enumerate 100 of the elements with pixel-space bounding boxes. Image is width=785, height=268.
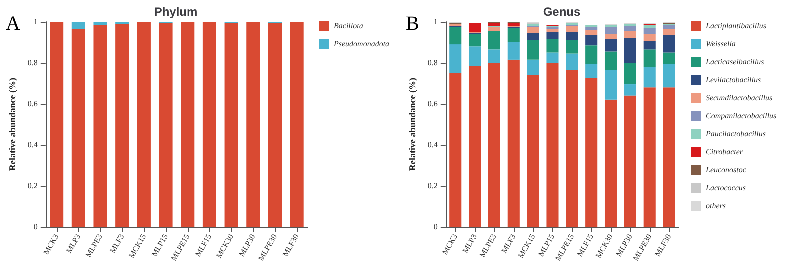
bar — [508, 60, 520, 227]
bar — [246, 22, 260, 227]
bar — [586, 46, 598, 64]
legend-label: Citrobacter — [706, 148, 744, 156]
bar — [586, 64, 598, 78]
bar — [644, 28, 656, 34]
legend-label: Lactiplantibacillus — [705, 22, 766, 30]
bar — [546, 29, 559, 32]
bar — [527, 60, 540, 76]
y-tick-label: 0 — [434, 222, 438, 232]
bar — [604, 34, 618, 40]
bar — [624, 26, 636, 32]
bar — [450, 27, 462, 45]
y-tick-label: 0.4 — [28, 140, 38, 150]
bar — [566, 40, 578, 54]
bar — [604, 39, 618, 52]
bar — [624, 96, 636, 227]
bar — [116, 24, 130, 227]
y-tick-label: 0 — [34, 222, 38, 232]
bar — [268, 23, 282, 227]
bar — [137, 22, 151, 227]
bar — [586, 27, 598, 30]
bar — [290, 22, 304, 227]
bar — [644, 88, 656, 227]
text: B — [406, 13, 420, 35]
bar — [469, 34, 482, 47]
chart-title: Genus — [543, 5, 581, 19]
bar — [224, 23, 238, 227]
legend-label: Companilactobacillus — [706, 112, 777, 120]
bar — [488, 23, 500, 26]
y-axis-title: Relative abundance (%) — [408, 78, 418, 171]
bar — [624, 31, 636, 38]
legend-label: Secundilactobacillus — [706, 94, 773, 102]
bar — [527, 33, 540, 40]
y-tick-label: 0.8 — [428, 58, 438, 68]
bar — [181, 22, 195, 227]
bar — [586, 35, 598, 46]
bar — [624, 63, 636, 85]
bar — [546, 63, 559, 227]
bar — [469, 23, 482, 32]
bar — [586, 78, 598, 227]
bar — [566, 70, 578, 227]
bar — [450, 44, 462, 74]
legend-label: Pseudomonadota — [333, 40, 390, 48]
bar — [566, 26, 578, 32]
legend-label: others — [706, 202, 726, 210]
bar — [644, 50, 656, 68]
y-tick-label: 0.4 — [428, 140, 438, 150]
bar — [663, 52, 676, 64]
legend-label: Lactococcus — [705, 184, 746, 192]
legend-label: Lacticaseibacillus — [705, 58, 764, 66]
chart-title: Phylum — [154, 5, 198, 19]
bar — [624, 38, 636, 63]
legend-label: Paucilactobacillus — [705, 130, 766, 138]
bar — [604, 100, 618, 227]
bar — [663, 29, 676, 36]
bar — [566, 32, 578, 40]
bar — [586, 30, 598, 36]
bar — [604, 52, 618, 70]
bar — [508, 23, 520, 26]
bar — [566, 54, 578, 70]
bar — [527, 75, 540, 227]
bar — [644, 34, 656, 42]
bar — [488, 63, 500, 227]
bar — [546, 39, 559, 53]
y-tick-label: 0.2 — [428, 182, 438, 190]
bar — [72, 29, 86, 227]
legend-label: Levilactobacillus — [705, 76, 762, 84]
bar — [663, 35, 676, 53]
bar — [72, 22, 86, 30]
bar — [644, 67, 656, 88]
bar — [488, 50, 500, 63]
bar — [202, 22, 216, 227]
bar — [663, 88, 676, 227]
bar — [663, 64, 676, 88]
bar — [527, 27, 540, 34]
y-tick-label: 0.2 — [28, 182, 38, 190]
bar — [546, 32, 559, 40]
bar — [488, 31, 500, 50]
bar — [469, 46, 482, 66]
bar — [94, 22, 108, 26]
bar — [94, 25, 108, 227]
legend-label: Weissella — [706, 40, 736, 48]
bar — [604, 70, 618, 100]
bar — [663, 25, 676, 30]
y-axis-title: Relative abundance (%) — [8, 78, 18, 171]
bar — [488, 27, 500, 32]
bar — [527, 40, 540, 60]
bar — [644, 25, 656, 28]
bar — [508, 42, 520, 60]
bar — [624, 84, 636, 96]
bar — [50, 22, 64, 227]
y-tick-label: 0.6 — [428, 100, 438, 108]
legend-label: Bacillota — [334, 22, 364, 30]
text: A — [6, 13, 21, 35]
y-tick-label: 0.6 — [28, 100, 38, 108]
bar — [159, 23, 173, 227]
bar — [508, 28, 520, 42]
y-tick-label: 0.8 — [28, 58, 38, 68]
bar — [604, 27, 618, 34]
